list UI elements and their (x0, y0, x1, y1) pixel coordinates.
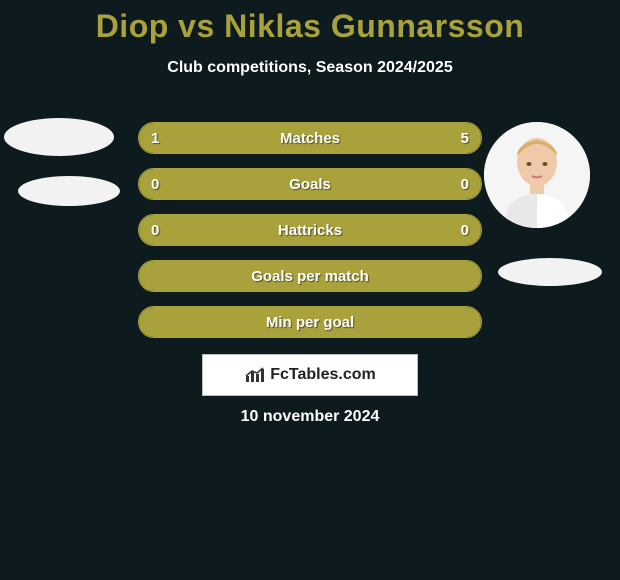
page-subtitle: Club competitions, Season 2024/2025 (0, 59, 620, 77)
brand-text: FcTables.com (270, 366, 376, 384)
stat-bars: 15Matches 00Goals 00Hattricks Goals per mat… (138, 122, 482, 352)
date-text: 10 november 2024 (0, 408, 620, 426)
player-right-avatar (484, 122, 590, 228)
stat-label: Min per goal (139, 307, 481, 337)
stat-row: Goals per match (138, 260, 482, 292)
brand-box: FcTables.com (202, 354, 418, 396)
stat-row: Min per goal (138, 306, 482, 338)
page-title: Diop vs Niklas Gunnarsson (0, 0, 620, 45)
brand-chart-icon (244, 366, 266, 384)
stat-row: 00Goals (138, 168, 482, 200)
stat-label: Goals (139, 169, 481, 199)
stat-row: 15Matches (138, 122, 482, 154)
stat-label: Goals per match (139, 261, 481, 291)
stat-label: Matches (139, 123, 481, 153)
stat-row: 00Hattricks (138, 214, 482, 246)
player-left-avatar-placeholder (4, 118, 114, 156)
player-right-badge-placeholder (498, 258, 602, 286)
player-left-badge-placeholder (18, 176, 120, 206)
stat-label: Hattricks (139, 215, 481, 245)
